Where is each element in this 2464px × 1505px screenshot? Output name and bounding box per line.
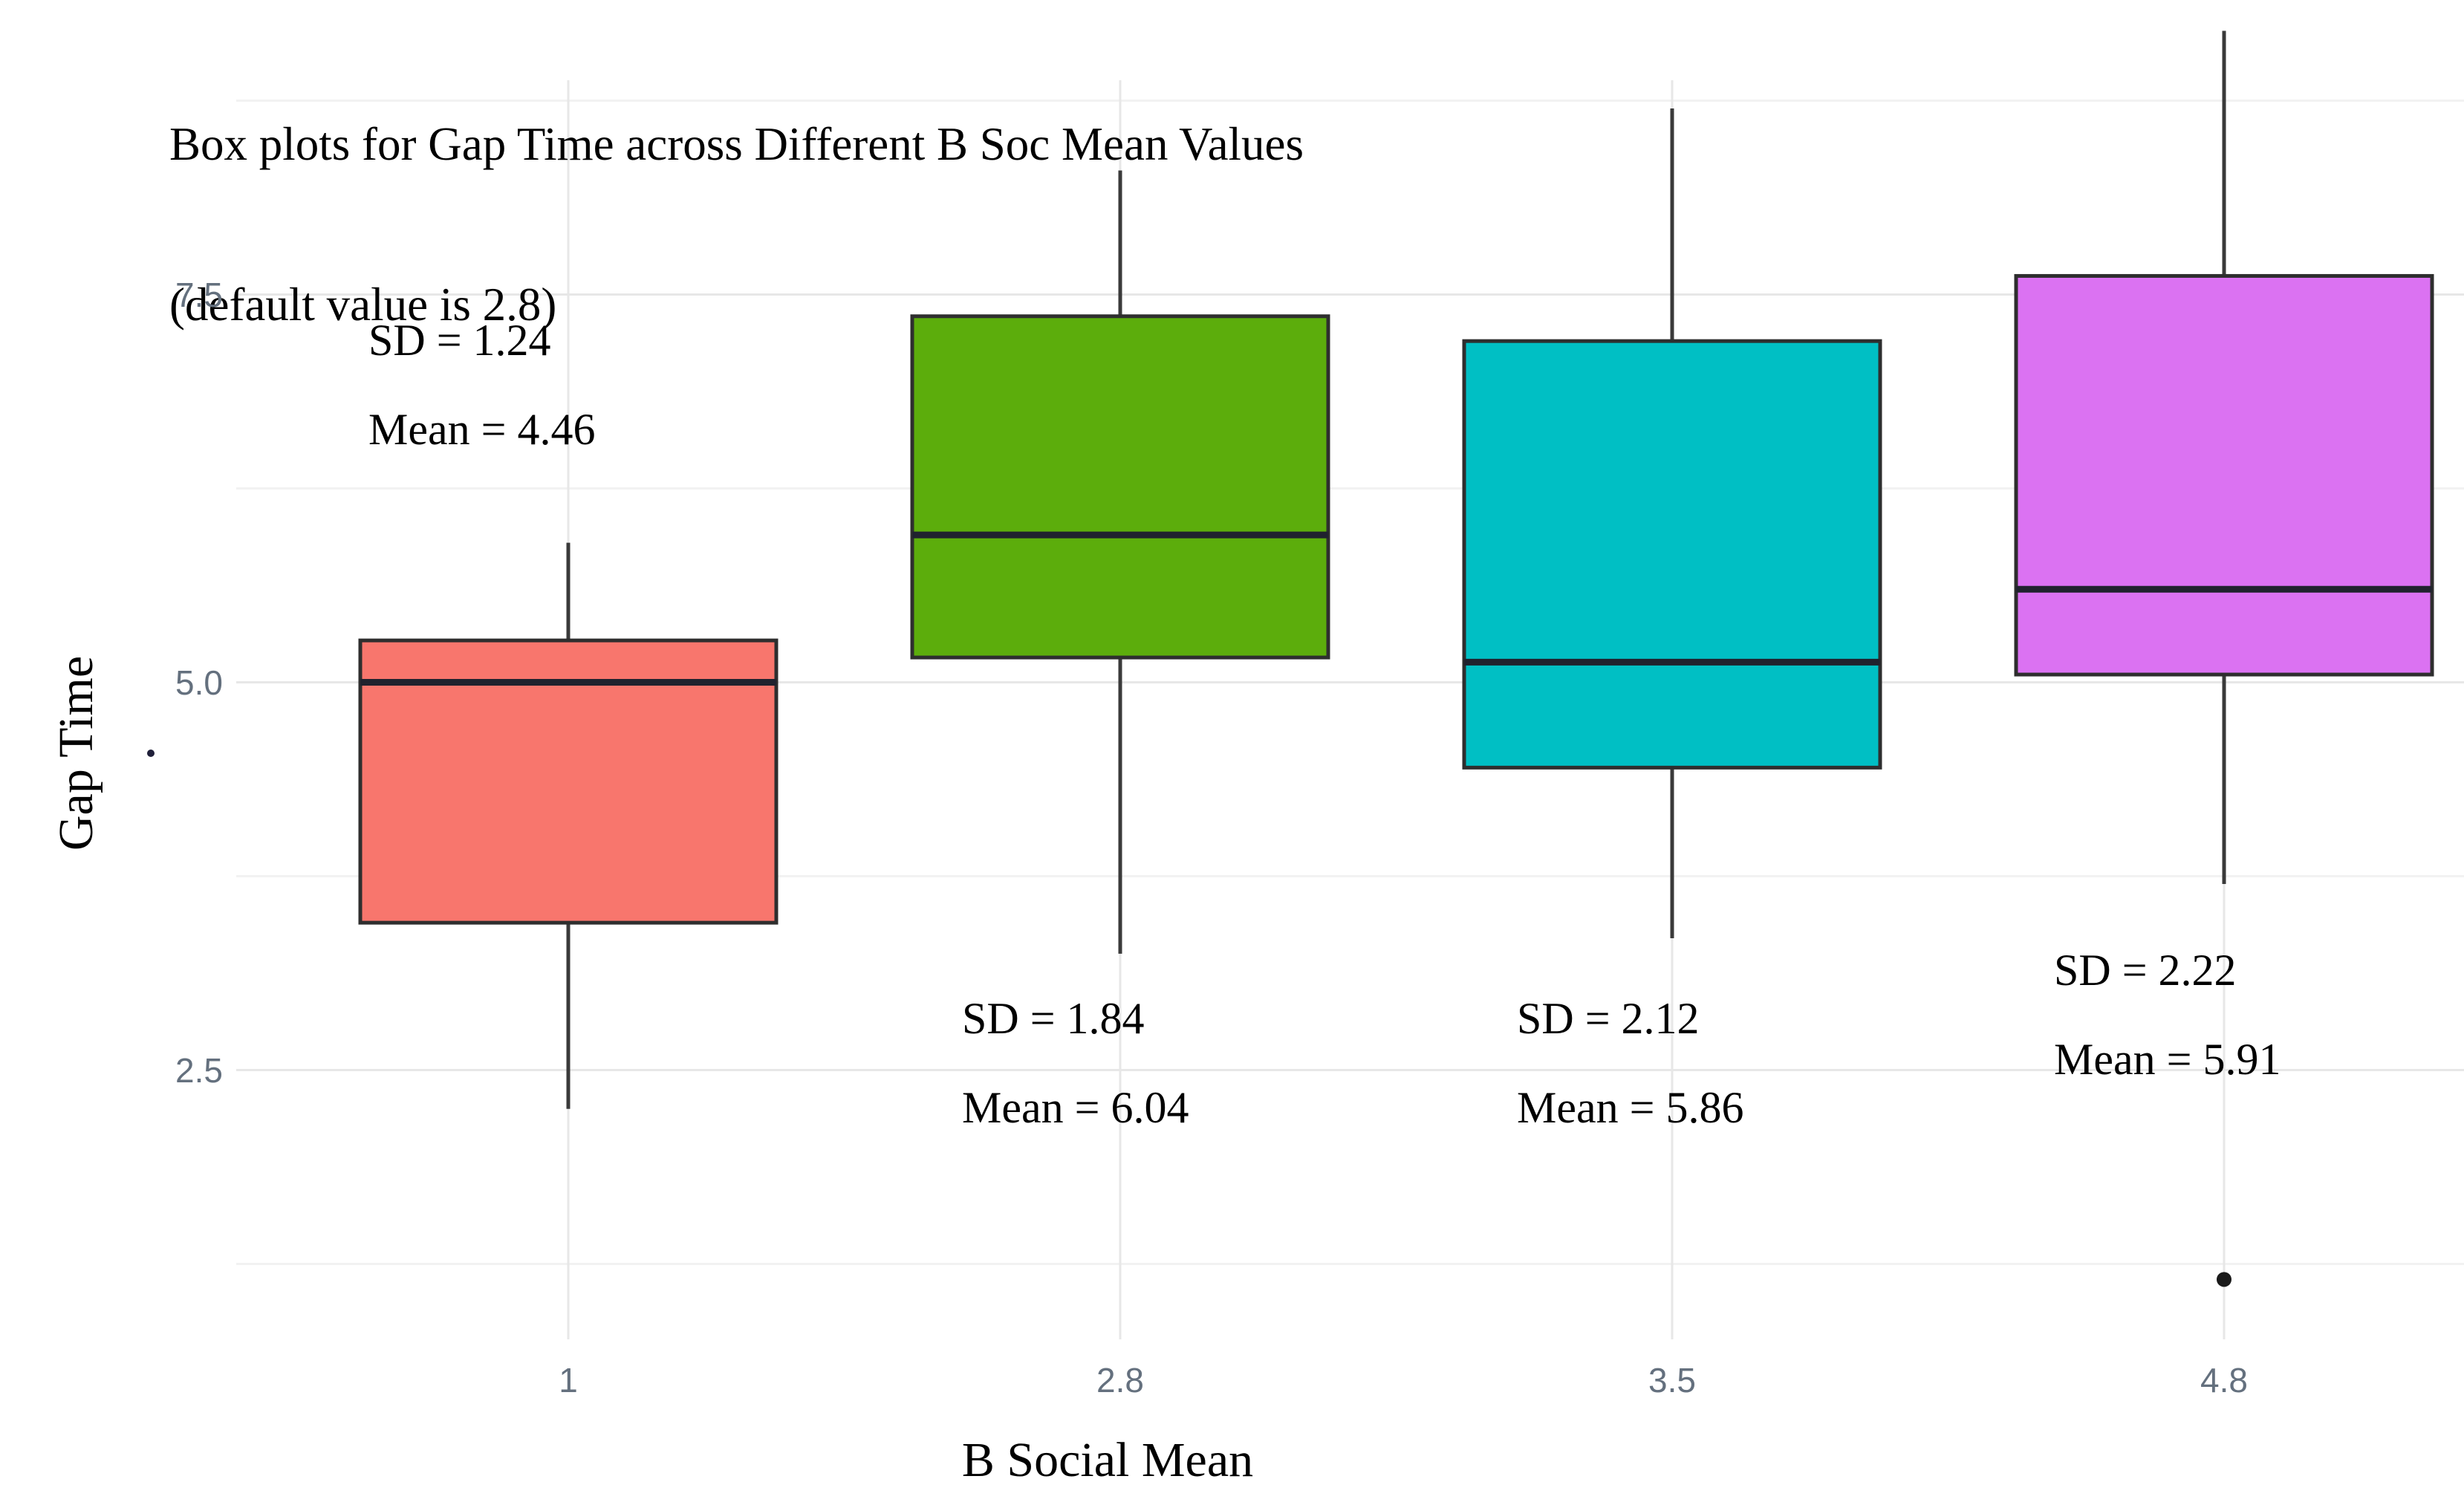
mean-value-label: Mean = 5.91	[2054, 1035, 2281, 1084]
sd-value-label: SD = 2.12	[1517, 994, 1700, 1043]
chart-title-line2: (default value is 2.8)	[169, 279, 557, 331]
y-tick-label: 7.5	[175, 275, 223, 314]
mean-value-label: Mean = 4.46	[368, 405, 596, 454]
outlier-point	[2217, 1272, 2231, 1287]
stats-annotation-3.5: SD = 2.12 Mean = 5.86	[1517, 974, 1743, 1152]
sd-value-label: SD = 2.22	[2054, 946, 2237, 995]
chart-title: Box plots for Gap Time across Different …	[169, 10, 1304, 438]
y-axis-title: Gap Time	[49, 655, 103, 851]
stats-annotation-2.8: SD = 1.84 Mean = 6.04	[962, 974, 1189, 1152]
stats-annotation-1: SD = 1.24 Mean = 4.46	[368, 296, 595, 474]
x-tick-label: 2.8	[1096, 1361, 1144, 1400]
y-tick-label: 5.0	[175, 663, 223, 702]
box-iqr-3.5	[1462, 339, 1882, 770]
x-tick-label: 1	[559, 1361, 578, 1400]
x-axis-title: B Social Mean	[961, 1433, 1254, 1487]
stray-dot	[147, 750, 155, 757]
sd-value-label: SD = 1.84	[962, 994, 1145, 1043]
x-tick-label: 3.5	[1648, 1361, 1696, 1400]
x-tick-label: 4.8	[2200, 1361, 2248, 1400]
box-iqr-2.8	[910, 314, 1330, 660]
stats-annotation-4.8: SD = 2.22 Mean = 5.91	[2054, 926, 2281, 1104]
mean-value-label: Mean = 6.04	[962, 1083, 1189, 1132]
box-iqr-1	[358, 638, 778, 925]
chart-title-line1: Box plots for Gap Time across Different …	[169, 118, 1304, 170]
sd-value-label: SD = 1.24	[368, 316, 551, 365]
box-iqr-4.8	[2014, 273, 2434, 677]
mean-value-label: Mean = 5.86	[1517, 1083, 1744, 1132]
y-tick-label: 2.5	[175, 1050, 223, 1090]
